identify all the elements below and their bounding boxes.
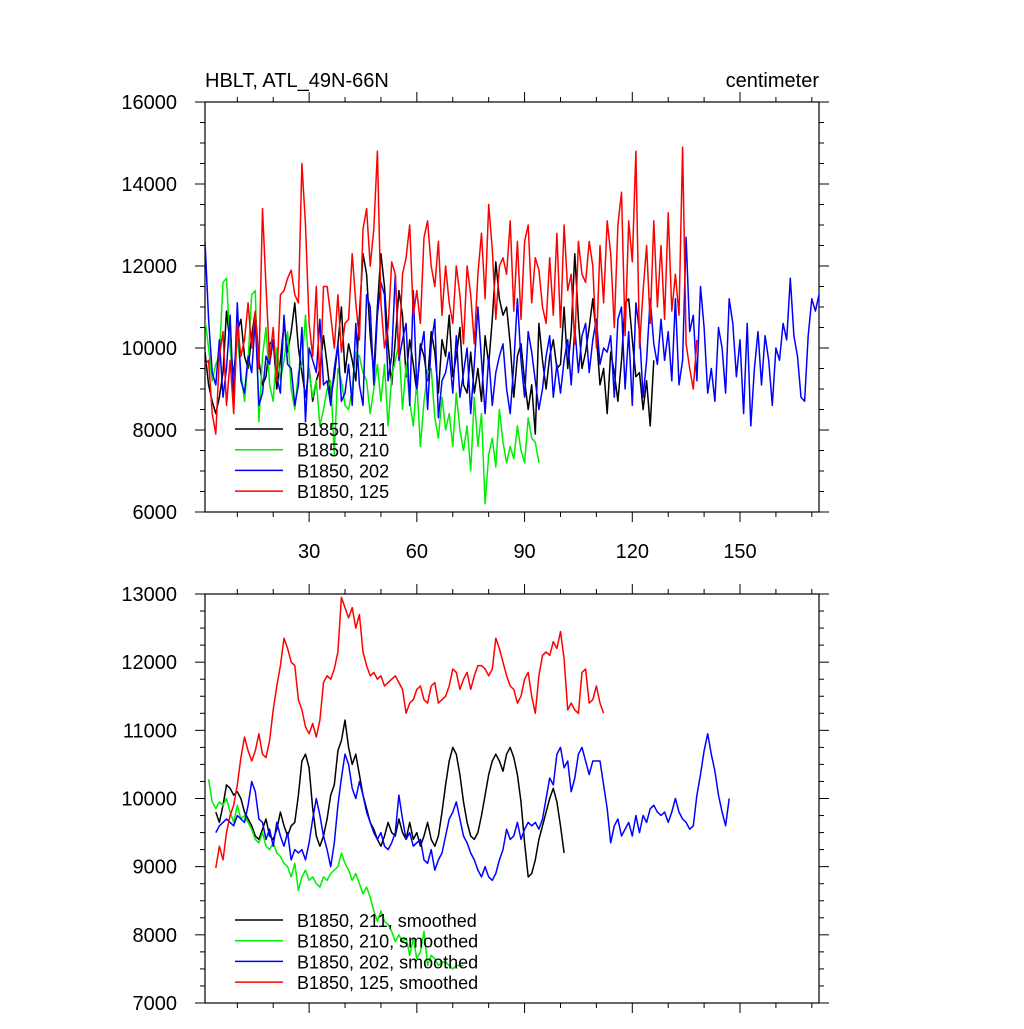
y-tick-label: 14000 [121, 174, 177, 196]
series-line-1 [215, 719, 565, 878]
x-tick-label: 60 [406, 541, 428, 563]
legend-label-1: B1850, 211, smoothed [297, 911, 477, 931]
legend-label-2: B1850, 210, smoothed [297, 932, 478, 952]
y-tick-label: 6000 [133, 502, 178, 524]
legend-label-2: B1850, 210 [297, 441, 389, 461]
chart-title: HBLT, ATL_49N-66N [205, 70, 389, 92]
y-tick-label: 11000 [123, 720, 177, 742]
legend-label-4: B1850, 125, smoothed [297, 973, 478, 993]
y-tick-label: 13000 [121, 584, 177, 606]
x-tick-label: 150 [723, 541, 756, 563]
y-tick-label: 7000 [133, 993, 178, 1015]
x-tick-label: 30 [298, 541, 320, 563]
x-tick-label: 90 [513, 541, 535, 563]
y-tick-label: 8000 [133, 925, 178, 947]
legend-label-3: B1850, 202, smoothed [297, 952, 478, 972]
x-tick-label: 120 [616, 541, 649, 563]
series-line-4 [215, 596, 605, 869]
units-label: centimeter [726, 70, 820, 92]
series-line-3 [215, 732, 730, 882]
y-tick-label: 12000 [121, 652, 177, 674]
y-tick-label: 12000 [121, 256, 177, 278]
chart-panel-2: 7000 8000 9000 10000 11000 12000 13000 B1850, 2… [121, 584, 829, 1015]
y-tick-label: 16000 [121, 92, 177, 114]
series-line-1 [205, 252, 655, 435]
series-line-4 [205, 146, 698, 435]
legend-label-4: B1850, 125 [297, 482, 389, 502]
legend-label-3: B1850, 202 [297, 461, 389, 481]
chart-panel-1: HBLT, ATL_49N-66N centimeter 6000 8000 10000… [121, 70, 829, 563]
series-line-2 [207, 779, 464, 970]
y-tick-label: 9000 [133, 857, 178, 879]
series-line-3 [205, 236, 819, 427]
series-line-2 [205, 277, 540, 505]
y-tick-label: 10000 [121, 338, 177, 360]
y-tick-label: 8000 [133, 420, 178, 442]
y-tick-label: 10000 [121, 789, 177, 811]
legend-label-1: B1850, 211 [297, 420, 388, 440]
